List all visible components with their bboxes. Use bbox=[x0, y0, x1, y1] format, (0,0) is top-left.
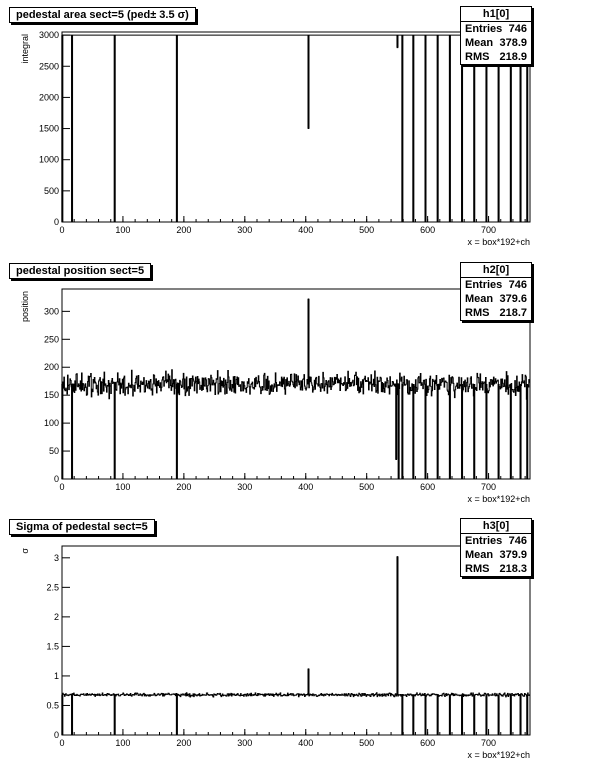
y-tick-label: 3 bbox=[54, 553, 59, 563]
stats-key: Entries bbox=[465, 279, 503, 291]
x-tick-label: 600 bbox=[420, 738, 435, 748]
stats-box: h2[0] Entries 746 Mean 379.6 RMS 218.7 bbox=[460, 262, 532, 321]
y-tick-label: 1 bbox=[54, 671, 59, 681]
stats-row-entries: Entries 746 bbox=[461, 22, 531, 36]
y-tick-label: 2500 bbox=[39, 61, 59, 71]
x-tick-label: 400 bbox=[298, 738, 313, 748]
chart-svg-position: 0 100 200 300 400 500 600 700 0 50 100 150 200 250 300… bbox=[20, 288, 531, 504]
y-axis-label: σ bbox=[20, 548, 30, 554]
stats-name: h2[0] bbox=[461, 263, 531, 278]
y-tick-label: 0 bbox=[54, 217, 59, 227]
stats-row-rms: RMS 218.3 bbox=[461, 562, 531, 576]
x-tick-label: 200 bbox=[176, 482, 191, 492]
y-tick-label: 2.5 bbox=[46, 582, 59, 592]
stats-row-rms: RMS 218.9 bbox=[461, 50, 531, 64]
y-tick-label: 250 bbox=[44, 334, 59, 344]
stats-row-mean: Mean 379.6 bbox=[461, 292, 531, 306]
x-tick-label: 700 bbox=[481, 738, 496, 748]
x-tick-label: 400 bbox=[298, 482, 313, 492]
chart-title: pedestal area sect=5 (ped± 3.5 σ) bbox=[9, 7, 196, 23]
y-axis-label: integral bbox=[20, 34, 30, 64]
stats-key: Mean bbox=[465, 293, 494, 305]
stats-value: 218.7 bbox=[499, 307, 527, 319]
stats-value: 746 bbox=[508, 535, 527, 547]
x-tick-label: 0 bbox=[59, 738, 64, 748]
x-tick-label: 200 bbox=[176, 738, 191, 748]
stats-key: RMS bbox=[465, 51, 490, 63]
chart-svg-sigma: 0 100 200 300 400 500 600 700 0 0.5 1 1.5 2 2.5 3 x = b… bbox=[20, 545, 531, 760]
y-tick-label: 50 bbox=[49, 446, 59, 456]
plot-frame bbox=[61, 545, 531, 736]
stats-key: Entries bbox=[465, 23, 503, 35]
stats-value: 746 bbox=[508, 279, 527, 291]
stats-value: 746 bbox=[508, 23, 527, 35]
stats-row-entries: Entries 746 bbox=[461, 278, 531, 292]
y-tick-label: 1.5 bbox=[46, 641, 59, 651]
x-tick-label: 100 bbox=[115, 482, 130, 492]
x-tick-label: 300 bbox=[237, 225, 252, 235]
y-tick-label: 1500 bbox=[39, 124, 59, 134]
stats-key: Mean bbox=[465, 37, 494, 49]
stats-value: 218.9 bbox=[499, 51, 527, 63]
stats-box: h3[0] Entries 746 Mean 379.9 RMS 218.3 bbox=[460, 518, 532, 577]
stats-value: 379.9 bbox=[499, 549, 527, 561]
x-tick-label: 100 bbox=[115, 225, 130, 235]
x-tick-label: 300 bbox=[237, 738, 252, 748]
chart-title: Sigma of pedestal sect=5 bbox=[9, 519, 155, 535]
chart-svg-area: 0 100 200 300 400 500 600 700 0 500 1000 1500 2000 25… bbox=[20, 30, 531, 247]
y-axis-label: position bbox=[20, 291, 30, 322]
x-axis-label: x = box*192+ch bbox=[467, 237, 530, 247]
x-tick-label: 0 bbox=[59, 482, 64, 492]
y-tick-label: 1000 bbox=[39, 155, 59, 165]
chart-panel-sigma: 0 100 200 300 400 500 600 700 0 0.5 1 1.5 2 2.5 3 x = b… bbox=[0, 512, 596, 768]
stats-name: h3[0] bbox=[461, 519, 531, 534]
y-tick-label: 200 bbox=[44, 362, 59, 372]
x-tick-label: 400 bbox=[298, 225, 313, 235]
y-tick-label: 0 bbox=[54, 474, 59, 484]
x-axis-label: x = box*192+ch bbox=[467, 494, 530, 504]
stats-row-entries: Entries 746 bbox=[461, 534, 531, 548]
stats-key: RMS bbox=[465, 563, 490, 575]
stats-name: h1[0] bbox=[461, 7, 531, 22]
y-tick-label: 2000 bbox=[39, 92, 59, 102]
x-tick-label: 200 bbox=[176, 225, 191, 235]
chart-title: pedestal position sect=5 bbox=[9, 263, 152, 279]
stats-key: Entries bbox=[465, 535, 503, 547]
data-series-line bbox=[62, 556, 530, 736]
stats-row-rms: RMS 218.7 bbox=[461, 306, 531, 320]
stats-row-mean: Mean 378.9 bbox=[461, 36, 531, 50]
data-series-line bbox=[62, 298, 530, 480]
x-tick-label: 100 bbox=[115, 738, 130, 748]
stats-key: Mean bbox=[465, 549, 494, 561]
x-tick-label: 600 bbox=[420, 225, 435, 235]
data-series-line bbox=[62, 34, 530, 223]
stats-row-mean: Mean 379.9 bbox=[461, 548, 531, 562]
x-axis-label: x = box*192+ch bbox=[467, 750, 530, 760]
stats-value: 379.6 bbox=[499, 293, 527, 305]
y-tick-label: 100 bbox=[44, 418, 59, 428]
y-tick-label: 0 bbox=[54, 730, 59, 740]
y-tick-label: 2 bbox=[54, 612, 59, 622]
chart-panel-area: 0 100 200 300 400 500 600 700 0 500 1000 1500 2000 25… bbox=[0, 0, 596, 256]
x-tick-label: 500 bbox=[359, 482, 374, 492]
x-tick-label: 700 bbox=[481, 482, 496, 492]
x-tick-label: 700 bbox=[481, 225, 496, 235]
y-tick-label: 3000 bbox=[39, 30, 59, 40]
stats-key: RMS bbox=[465, 307, 490, 319]
y-tick-label: 500 bbox=[44, 186, 59, 196]
y-tick-label: 150 bbox=[44, 390, 59, 400]
x-tick-label: 0 bbox=[59, 225, 64, 235]
stats-value: 218.3 bbox=[499, 563, 527, 575]
x-tick-label: 300 bbox=[237, 482, 252, 492]
y-tick-label: 300 bbox=[44, 306, 59, 316]
x-tick-label: 500 bbox=[359, 225, 374, 235]
chart-panel-position: 0 100 200 300 400 500 600 700 0 50 100 150 200 250 300… bbox=[0, 256, 596, 512]
y-tick-label: 0.5 bbox=[46, 700, 59, 710]
x-tick-label: 600 bbox=[420, 482, 435, 492]
stats-value: 378.9 bbox=[499, 37, 527, 49]
x-tick-label: 500 bbox=[359, 738, 374, 748]
stats-box: h1[0] Entries 746 Mean 378.9 RMS 218.9 bbox=[460, 6, 532, 65]
